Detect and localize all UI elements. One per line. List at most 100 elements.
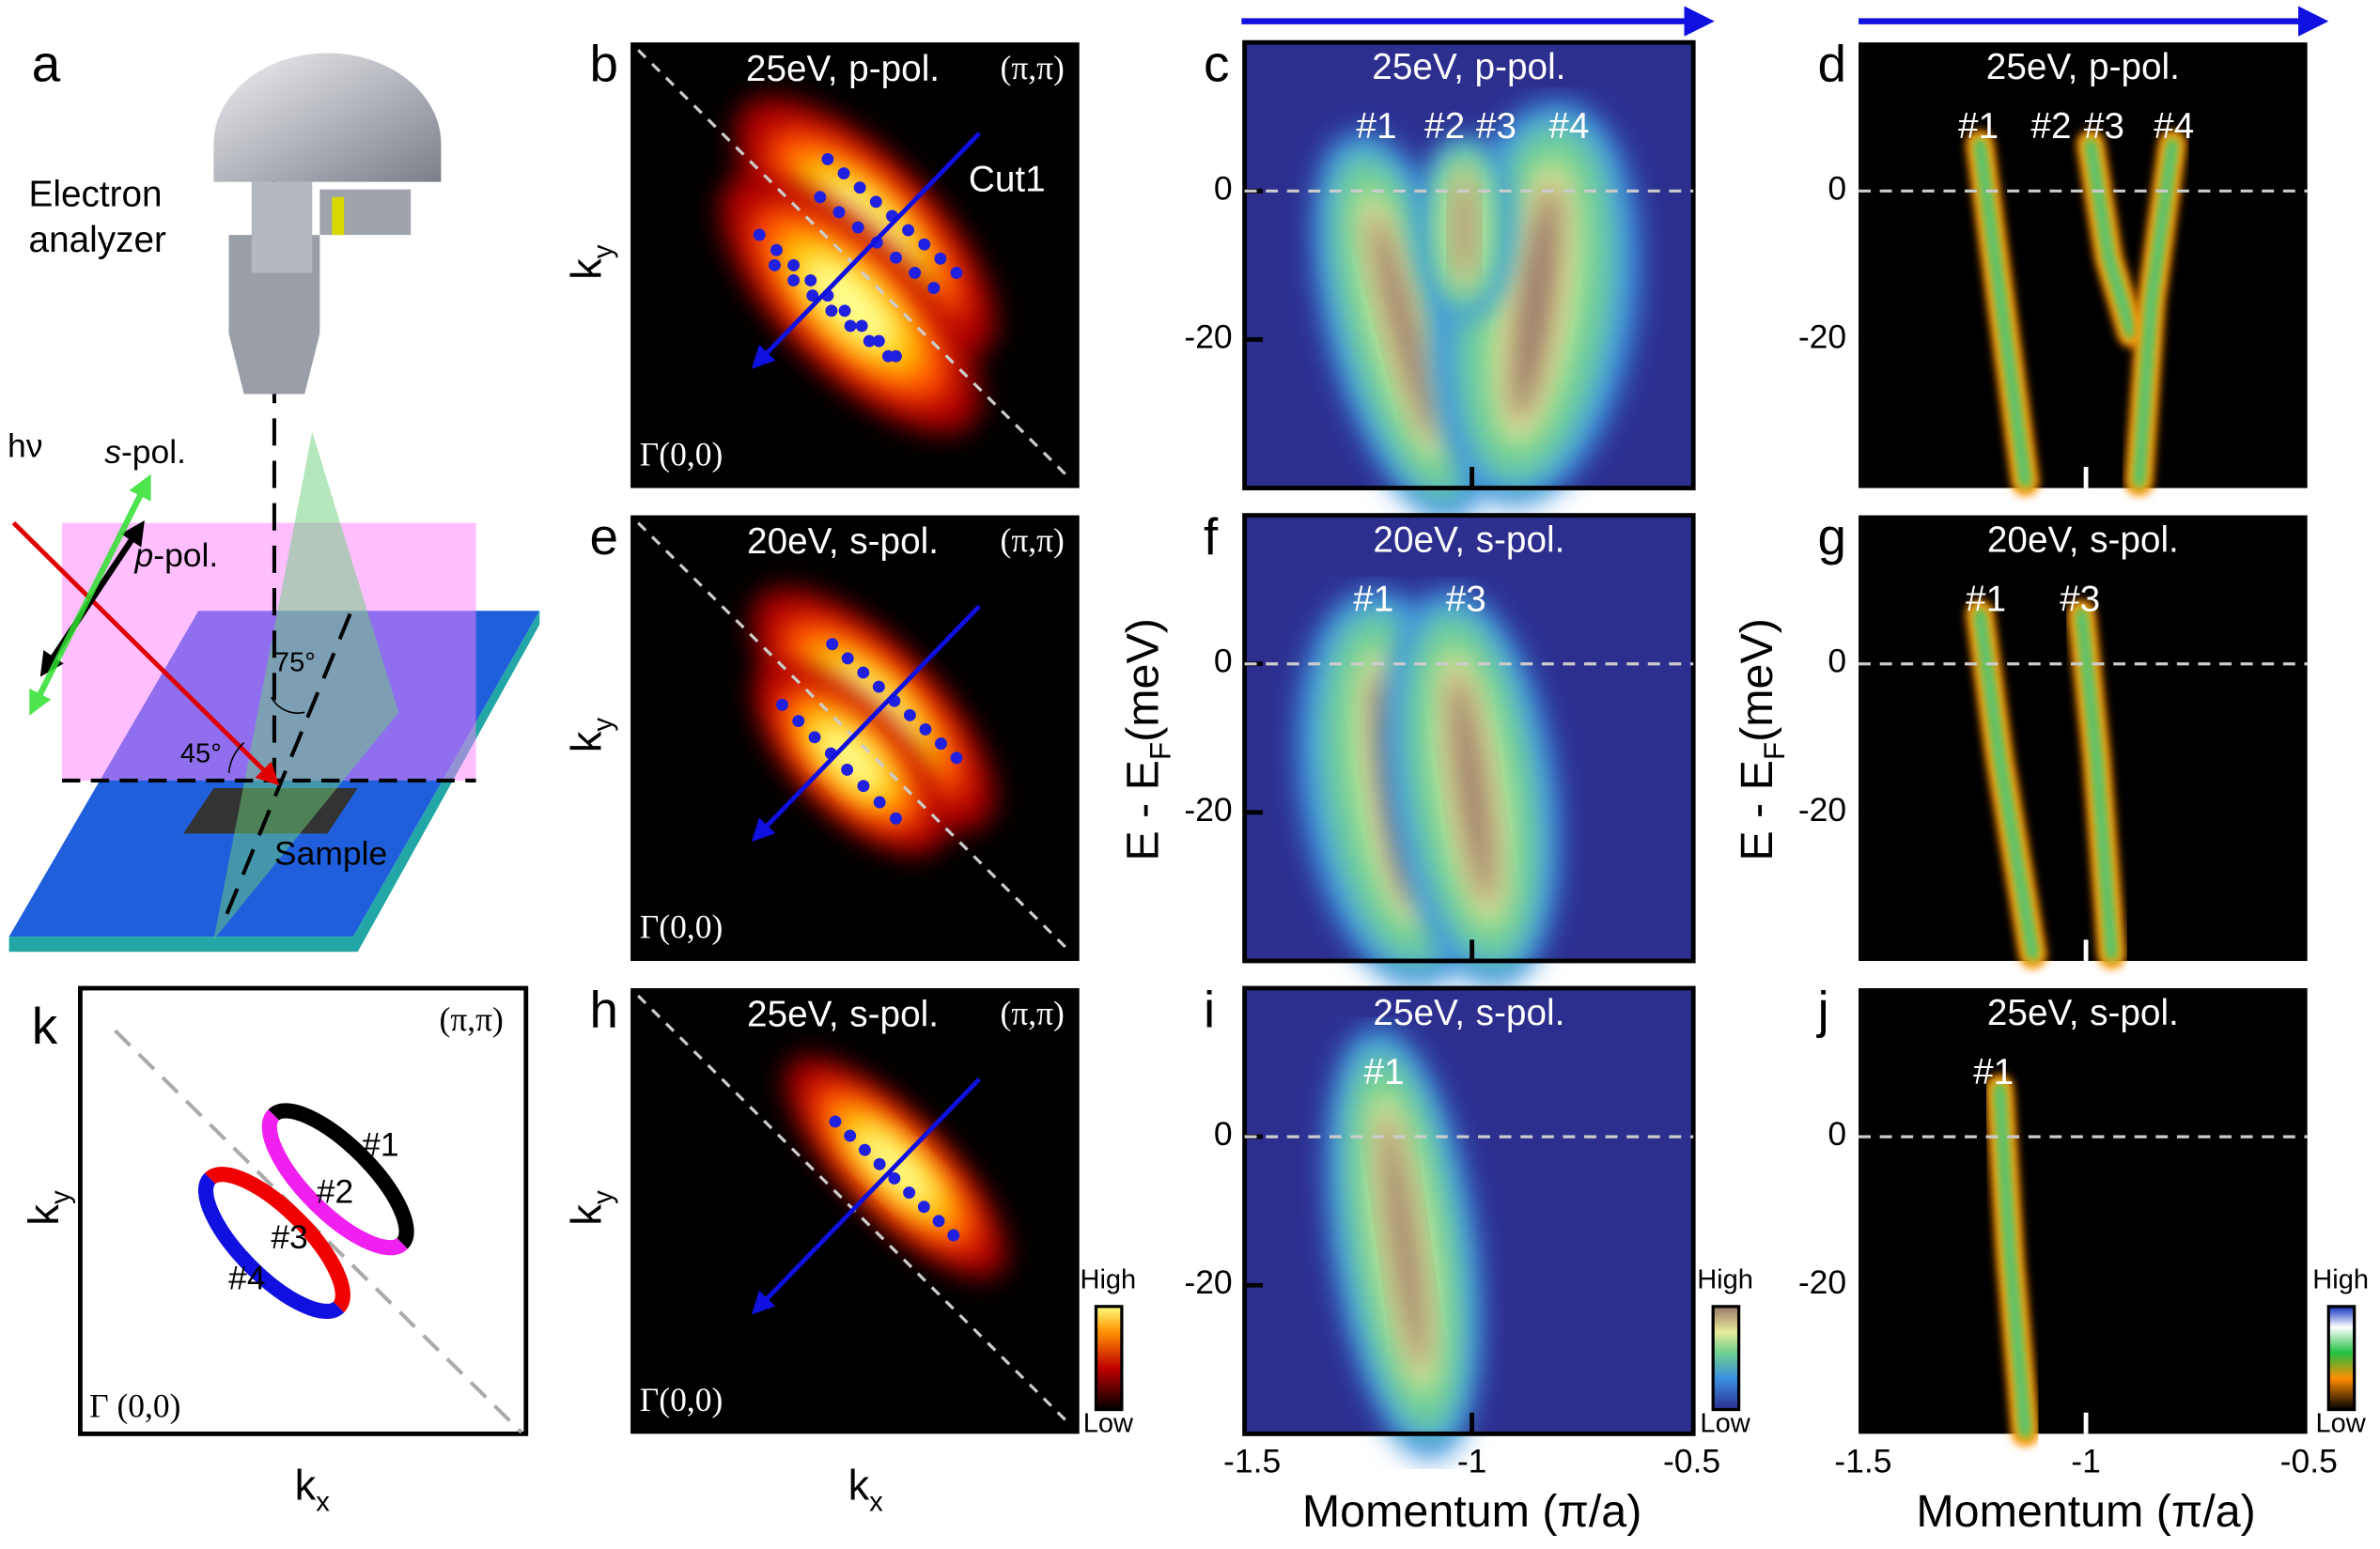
- cut-arrow: [751, 132, 981, 369]
- text-part: -20: [1184, 1264, 1232, 1302]
- pocket-half: [204, 1167, 350, 1313]
- fs-point: [873, 796, 886, 809]
- energy-tick-label: 0: [1214, 1116, 1233, 1154]
- text-part: (π,π): [1001, 521, 1065, 559]
- text-part: b: [590, 35, 619, 93]
- text-part: #1: [1973, 1052, 2014, 1092]
- text-part: #1: [1363, 1052, 1404, 1092]
- text-part: y: [588, 1190, 619, 1204]
- text-part: #1: [1356, 106, 1396, 147]
- dashed-line: [219, 612, 352, 929]
- colorbar-low: Low: [1700, 1408, 1750, 1438]
- fs-point: [857, 780, 870, 793]
- text-part: #2: [317, 1173, 353, 1211]
- band-label: #3: [2084, 106, 2124, 147]
- text-part: E - E: [1117, 760, 1168, 861]
- panel-letter: j: [1815, 981, 1828, 1039]
- fs-point: [872, 334, 885, 348]
- text-part: s: [1476, 993, 1494, 1033]
- panel-title: 20eV, s-pol.: [747, 521, 939, 562]
- s-pol-vector: [29, 473, 151, 716]
- fs-point: [851, 221, 864, 234]
- text-part: 0: [1828, 170, 1846, 208]
- intensity-blob: [1439, 667, 1504, 909]
- intensity-blob: [1455, 173, 1473, 282]
- band-label: #3: [1446, 580, 1486, 620]
- text-part: d: [1817, 35, 1846, 93]
- p-pol-label: p-pol.: [134, 536, 219, 574]
- text-part: -1.5: [1223, 1443, 1281, 1480]
- text-part: Low: [1700, 1408, 1750, 1438]
- analyzer-detail: [332, 196, 345, 236]
- analyzer-label: analyzer: [29, 220, 166, 260]
- intensity-blob: [1372, 1111, 1436, 1374]
- intensity-blob: [802, 256, 898, 351]
- fs-point: [950, 266, 963, 279]
- text-part: 45°: [180, 738, 222, 768]
- corner-label: (π,π): [1001, 995, 1065, 1032]
- band-label: #2: [1424, 106, 1465, 147]
- text-part: #1: [1958, 106, 1999, 147]
- energy-axis-label: E - EF(meV): [1732, 618, 1791, 861]
- fs-point: [844, 319, 857, 333]
- text-part: -20: [1798, 1264, 1846, 1302]
- curvature-map: [1859, 988, 2308, 1434]
- origin-label: Γ (0,0): [89, 1387, 180, 1425]
- band-label: #3: [1476, 106, 1517, 147]
- band-dispersion: [2089, 142, 2134, 335]
- fs-point: [934, 252, 947, 265]
- photon-label: hν: [8, 427, 42, 465]
- colorbar-high: High: [2312, 1264, 2369, 1294]
- text-part: p: [2089, 47, 2109, 87]
- fs-point: [890, 812, 902, 825]
- intensity-blob: [1359, 206, 1449, 445]
- text-part: -pol.: [153, 536, 218, 574]
- energy-tick-label: -20: [1798, 791, 1846, 829]
- panel-title: 25eV, s-pol.: [747, 995, 939, 1035]
- fs-point: [837, 167, 850, 179]
- fs-point: [814, 191, 827, 204]
- momentum-axis-label: Momentum (π/a): [1302, 1486, 1641, 1537]
- text-part: (meV): [1117, 618, 1168, 742]
- fs-point: [858, 1143, 871, 1156]
- panel-title: 25eV, s-pol.: [1987, 993, 2179, 1033]
- text-part: a: [32, 35, 61, 93]
- text-part: #3: [2084, 106, 2124, 147]
- fs-point: [841, 763, 854, 776]
- fs-point: [917, 1200, 930, 1214]
- text-part: analyzer: [29, 220, 166, 260]
- fs-point: [950, 751, 963, 765]
- momentum-tick-label: -1.5: [1834, 1443, 1891, 1480]
- text-part: #2: [2030, 106, 2071, 147]
- text-part: #1: [1353, 580, 1393, 620]
- fs-point: [804, 274, 817, 287]
- fs-point: [872, 680, 885, 693]
- text-part: -pol.: [1495, 47, 1565, 87]
- band-label: #1: [1973, 1052, 2014, 1092]
- text-part: 0: [1214, 1116, 1233, 1154]
- text-part: 0: [1214, 643, 1233, 680]
- text-part: 0: [1214, 170, 1233, 208]
- energy-tick-label: 0: [1214, 170, 1233, 208]
- fs-point: [787, 274, 801, 287]
- panel-letter: d: [1817, 35, 1846, 93]
- text-part: -1: [1457, 1443, 1487, 1480]
- corner-label: (π,π): [1001, 521, 1065, 559]
- text-part: i: [1204, 981, 1215, 1039]
- text-part: F: [1758, 742, 1791, 760]
- fs-point: [909, 266, 922, 279]
- sample-label: Sample: [274, 835, 387, 873]
- text-part: -pol.: [868, 995, 939, 1035]
- kx-label: kx: [848, 1461, 884, 1517]
- text-part: Γ(0,0): [640, 1381, 723, 1418]
- text-part: p: [134, 536, 154, 574]
- colorbar-high: High: [1081, 1264, 1137, 1294]
- curvature-map: [1859, 42, 2308, 488]
- energy-tick-label: -20: [1798, 1264, 1846, 1302]
- fs-point: [841, 652, 854, 665]
- colorbar-low: Low: [1083, 1408, 1134, 1438]
- colorbar-high: High: [1697, 1264, 1753, 1294]
- intensity-blob: [1500, 179, 1571, 426]
- text-part: -20: [1798, 791, 1846, 829]
